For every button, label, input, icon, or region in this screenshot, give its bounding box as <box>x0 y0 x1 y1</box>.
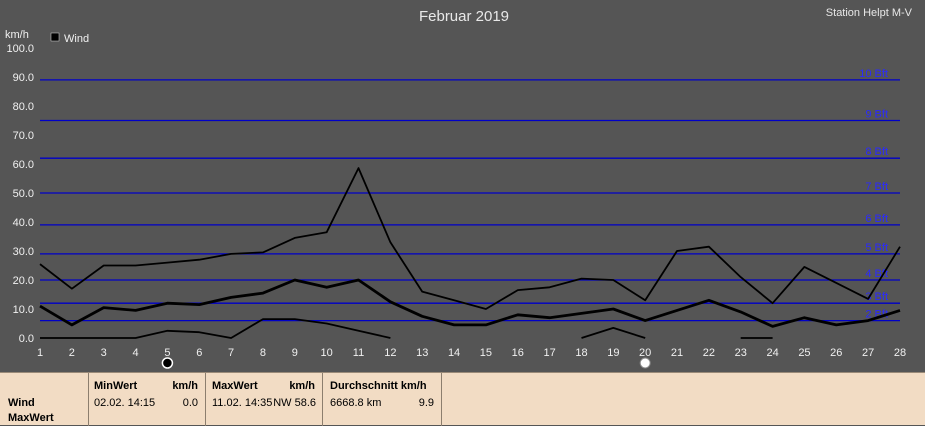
x-tick-label: 10 <box>321 347 333 359</box>
series-line-avg <box>39 278 901 328</box>
x-tick-label: 1 <box>37 347 43 359</box>
y-tick-label: 90.0 <box>13 72 34 84</box>
avg-header: Durchschnitt km/h <box>330 380 427 392</box>
summary-row-labels: Wind MaxWert <box>0 373 89 426</box>
max-date: 11.02. 14:35 <box>212 397 273 409</box>
new-moon-icon <box>161 357 174 369</box>
x-tick-label: 15 <box>480 347 492 359</box>
series-line-min <box>40 318 391 339</box>
station-name: Station Helpt M-V <box>826 7 913 19</box>
beaufort-label: 9 Bft <box>865 109 888 121</box>
x-tick-label: 8 <box>260 347 266 359</box>
y-tick-label: 50.0 <box>13 188 34 200</box>
series-line-min <box>581 326 646 339</box>
full-moon-icon <box>639 357 651 369</box>
summary-min-cell: MinWert km/h 02.02. 14:15 0.0 <box>89 373 206 426</box>
summary-max-cell: MaxWert km/h 11.02. 14:35 NW 58.6 <box>206 373 323 426</box>
x-tick-label: 4 <box>132 347 138 359</box>
x-tick-label: 2 <box>69 347 75 359</box>
x-tick-label: 21 <box>671 347 683 359</box>
x-tick-label: 3 <box>101 347 107 359</box>
summary-avg-cell: Durchschnitt km/h 6668.8 km 9.9 <box>323 373 442 426</box>
beaufort-label: 6 Bft <box>865 213 888 225</box>
x-tick-label: 23 <box>735 347 747 359</box>
x-tick-label: 5 <box>164 347 170 359</box>
x-tick-label: 9 <box>292 347 298 359</box>
max-value: NW 58.6 <box>273 397 316 409</box>
y-tick-label: 20.0 <box>13 275 34 287</box>
legend-label: Wind <box>64 33 89 45</box>
row-label-wind: Wind <box>8 397 35 409</box>
x-tick-label: 16 <box>512 347 524 359</box>
y-tick-label: 30.0 <box>13 246 34 258</box>
beaufort-label: 5 Bft <box>865 242 888 254</box>
max-unit: km/h <box>289 380 315 392</box>
min-header: MinWert <box>94 380 138 392</box>
y-tick-label: 70.0 <box>13 130 34 142</box>
y-tick-label: 100.0 <box>6 43 34 55</box>
x-tick-label: 6 <box>196 347 202 359</box>
x-tick-label: 20 <box>639 347 651 359</box>
summary-panel: Wind MaxWert MinWert km/h 02.02. 14:15 0… <box>0 372 925 426</box>
x-tick-label: 24 <box>766 347 778 359</box>
x-tick-label: 7 <box>228 347 234 359</box>
x-tick-label: 25 <box>798 347 810 359</box>
x-tick-label: 17 <box>544 347 556 359</box>
x-tick-label: 18 <box>575 347 587 359</box>
y-tick-label: 80.0 <box>13 101 34 113</box>
y-tick-label: 60.0 <box>13 159 34 171</box>
x-tick-label: 13 <box>416 347 428 359</box>
x-tick-label: 11 <box>353 347 364 359</box>
x-tick-label: 26 <box>830 347 842 359</box>
wind-chart: Februar 2019 Station Helpt M-V km/h Wind… <box>5 7 913 369</box>
y-tick-label: 0.0 <box>19 333 34 345</box>
beaufort-label: 4 Bft <box>865 268 888 280</box>
avg-distance: 6668.8 km <box>330 397 382 409</box>
x-tick-label: 19 <box>607 347 619 359</box>
min-unit: km/h <box>172 380 198 392</box>
chart-title: Februar 2019 <box>419 8 509 25</box>
beaufort-label: 2 Bft <box>865 309 888 321</box>
beaufort-label: 10 Bft <box>859 68 888 80</box>
y-tick-label: 40.0 <box>13 217 34 229</box>
series-line-max <box>39 167 901 310</box>
x-tick-label: 12 <box>384 347 396 359</box>
max-header: MaxWert <box>212 380 258 392</box>
min-value: 0.0 <box>182 397 198 409</box>
legend-swatch <box>50 32 60 42</box>
x-tick-label: 27 <box>862 347 874 359</box>
y-axis-unit: km/h <box>5 29 29 41</box>
x-tick-label: 28 <box>894 347 906 359</box>
row-label-maxwert: MaxWert <box>8 412 54 424</box>
beaufort-label: 8 Bft <box>865 146 888 158</box>
y-tick-label: 10.0 <box>13 304 34 316</box>
beaufort-label: 7 Bft <box>865 181 888 193</box>
x-tick-label: 22 <box>703 347 715 359</box>
avg-value: 9.9 <box>418 397 434 409</box>
min-date: 02.02. 14:15 <box>94 397 156 409</box>
x-tick-label: 14 <box>448 347 460 359</box>
